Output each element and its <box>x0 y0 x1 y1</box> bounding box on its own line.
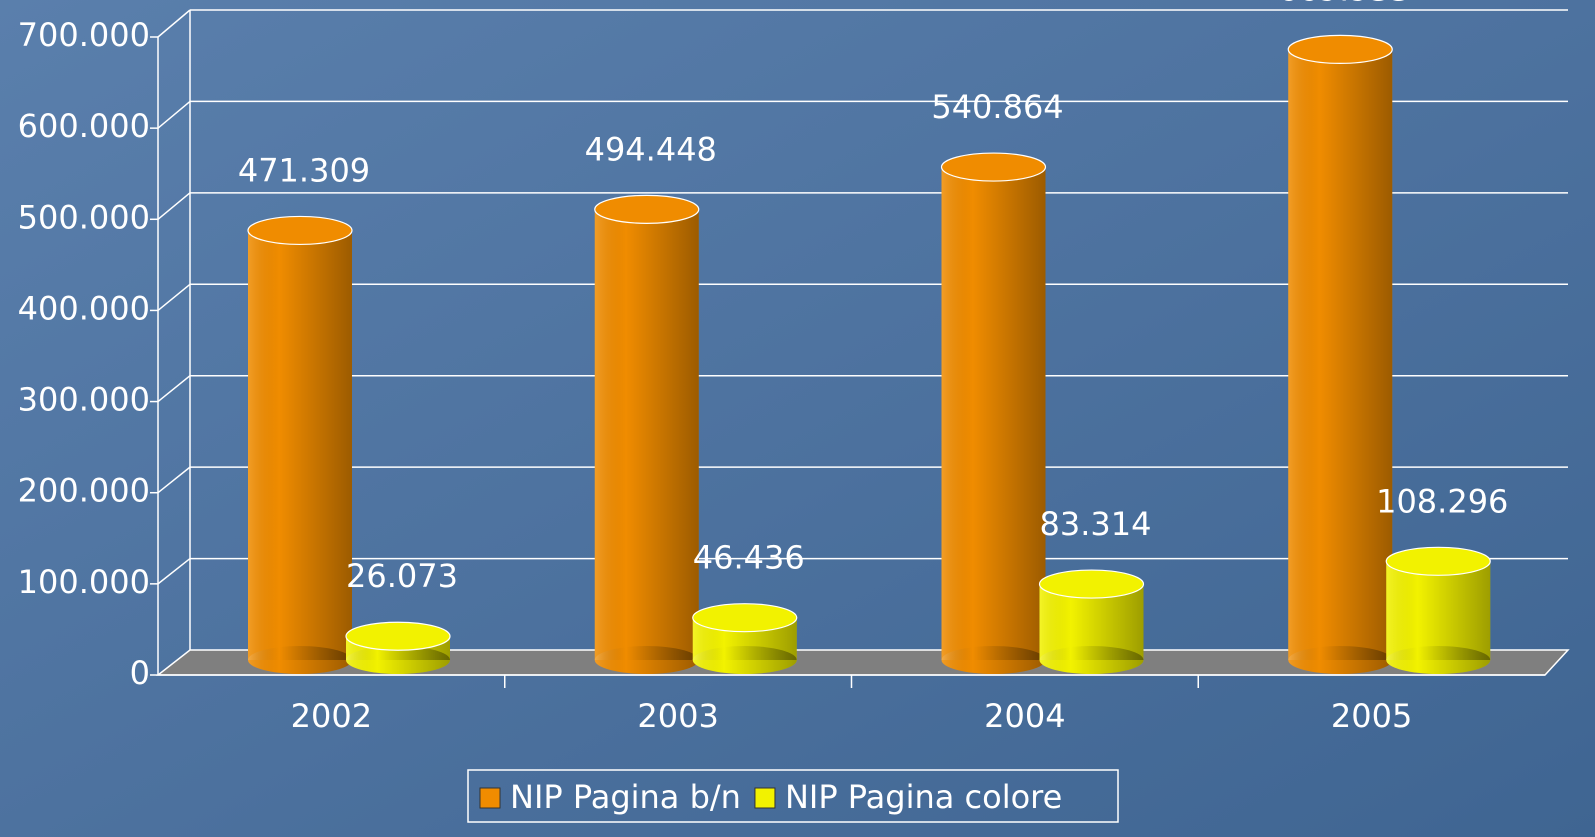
bar-base-shade <box>1386 646 1491 674</box>
bar-shade <box>248 230 352 660</box>
bar-top <box>1038 569 1145 599</box>
data-label: 46.436 <box>693 539 805 577</box>
y-tick-label: 600.000 <box>18 107 150 145</box>
bar-top <box>692 603 798 633</box>
bar-base-shade <box>248 646 352 674</box>
data-label: 471.309 <box>238 151 370 189</box>
bar-base-shade <box>941 646 1046 674</box>
bar-shade <box>1288 49 1393 660</box>
grid-line-side <box>157 557 191 585</box>
bar-base-shade <box>692 646 797 674</box>
legend-swatch <box>479 787 501 809</box>
bar-shade <box>941 167 1046 661</box>
data-label: 494.448 <box>585 130 717 168</box>
bar-base-shade <box>1039 646 1144 674</box>
bar-base-shade <box>1288 646 1393 674</box>
x-tick-label: 2002 <box>291 697 372 735</box>
data-label: 83.314 <box>1040 505 1152 543</box>
y-tick-label: 0 <box>130 654 150 692</box>
x-tick-label: 2003 <box>637 697 718 735</box>
grid-line-side <box>157 100 191 129</box>
y-tick-label: 700.000 <box>18 16 150 54</box>
bar-top <box>594 194 700 224</box>
bar-base-shade <box>594 646 699 674</box>
legend-swatch <box>754 787 776 809</box>
bar-shade <box>1386 561 1491 660</box>
legend-label: NIP Pagina colore <box>785 778 1062 816</box>
grid-line-side <box>157 466 191 494</box>
grid-line-side <box>157 192 191 220</box>
grid-line-side <box>157 283 191 312</box>
y-tick-label: 500.000 <box>18 198 150 236</box>
y-tick-label: 200.000 <box>18 472 150 510</box>
bar-top <box>940 152 1047 182</box>
grid-line-side <box>157 9 191 38</box>
legend-box <box>467 769 1119 823</box>
bar-base-shade <box>346 646 450 674</box>
data-label: 540.864 <box>931 88 1063 126</box>
y-tick-label: 300.000 <box>18 381 150 419</box>
bar-shade <box>594 209 699 661</box>
bar-top <box>1287 34 1393 65</box>
data-label: 108.296 <box>1376 482 1508 520</box>
legend-label: NIP Pagina b/n <box>510 778 741 816</box>
bar-top <box>345 621 451 651</box>
data-label: 669.933 <box>1278 0 1410 8</box>
y-tick-label: 100.000 <box>18 563 150 601</box>
bar-top <box>1385 546 1491 576</box>
bar-top <box>247 215 353 246</box>
data-label: 26.073 <box>346 557 458 595</box>
x-tick-label: 2004 <box>984 697 1065 735</box>
x-tick-label: 2005 <box>1331 697 1412 735</box>
grid-line-side <box>157 375 191 403</box>
y-tick-label: 400.000 <box>18 289 150 327</box>
